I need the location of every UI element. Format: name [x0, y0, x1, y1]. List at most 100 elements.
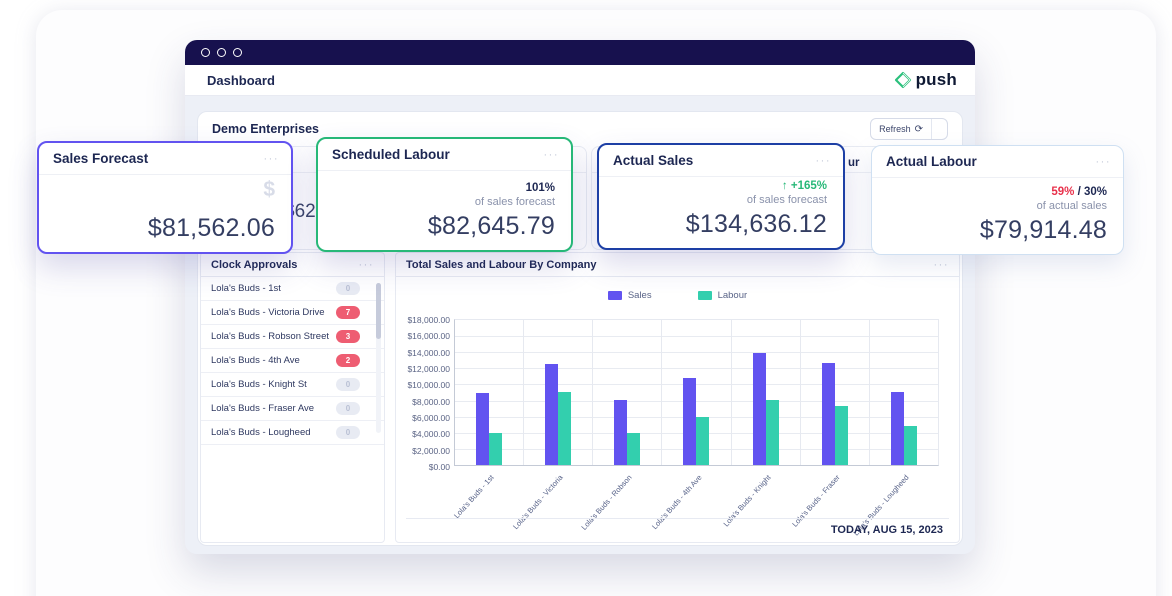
- dollar-icon: $: [263, 178, 275, 201]
- kpi-card-title: Actual Labour: [886, 154, 977, 169]
- kpi-value: $79,914.48: [979, 216, 1107, 244]
- x-axis-tick-label: Lola's Buds - Robson: [579, 473, 634, 532]
- kpi-value: $134,636.12: [685, 210, 827, 238]
- clock-approval-row[interactable]: Lola's Buds - Knight St 0: [201, 373, 384, 397]
- company-name: Demo Enterprises: [212, 122, 319, 136]
- kpi-card-header: Actual Labour ···: [872, 146, 1123, 178]
- location-label: Lola's Buds - 4th Ave: [211, 355, 300, 366]
- sales-bar: [890, 391, 904, 465]
- clock-approval-row[interactable]: Lola's Buds - 4th Ave 2: [201, 349, 384, 373]
- window-control-dot[interactable]: [233, 48, 242, 57]
- kpi-card-scheduled-labour: Scheduled Labour ··· 101% of sales forec…: [316, 137, 573, 252]
- y-axis-tick-label: $8,000.00: [412, 396, 450, 407]
- kpi-card-menu-icon[interactable]: ···: [815, 154, 831, 167]
- gridline: [455, 384, 938, 386]
- approval-count-badge: 0: [336, 378, 360, 391]
- kpi-card-sales-forecast: Sales Forecast ··· $ $81,562.06: [37, 141, 293, 254]
- gridline: [455, 352, 938, 354]
- refresh-button-main[interactable]: Refresh ⟳: [871, 119, 931, 139]
- sales-labour-chart-panel: Total Sales and Labour By Company ··· Sa…: [395, 252, 960, 543]
- bar-group: [870, 320, 938, 465]
- kpi-caption: of actual sales: [1036, 200, 1107, 212]
- clock-approvals-header: Clock Approvals ···: [201, 253, 384, 277]
- scrollbar-thumb[interactable]: [376, 283, 381, 339]
- y-axis-tick-label: $10,000.00: [407, 380, 450, 391]
- x-axis-tick-label: Lola's Buds - 4th Ave: [649, 473, 704, 532]
- bar-group: [524, 320, 594, 465]
- kpi-card-header: Actual Sales ···: [599, 145, 843, 177]
- kpi-stat: 59% / 30%: [1051, 186, 1107, 198]
- kpi-card-menu-icon[interactable]: ···: [543, 148, 559, 161]
- y-axis-tick-label: $14,000.00: [407, 347, 450, 358]
- push-wordmark: push: [915, 70, 957, 89]
- kpi-stat: 101%: [525, 182, 555, 194]
- dashboard-toolbar: Demo Enterprises Refresh ⟳: [198, 112, 962, 146]
- bar-group: [455, 320, 525, 465]
- up-arrow-icon: ↑: [781, 180, 788, 192]
- y-axis-tick-label: $12,000.00: [407, 364, 450, 374]
- approval-count-badge: 3: [336, 330, 360, 343]
- sales-bar: [476, 392, 490, 465]
- clock-approvals-list: Lola's Buds - 1st 0 Lola's Buds - Victoria…: [201, 277, 384, 445]
- refresh-icon: ⟳: [914, 123, 923, 135]
- location-label: Lola's Buds - Victoria Drive: [211, 307, 325, 318]
- kpi-card-title: Sales Forecast: [53, 151, 149, 166]
- push-logo: push: [894, 70, 957, 90]
- clock-approval-row[interactable]: Lola's Buds - Lougheed 0: [201, 421, 384, 445]
- chart-menu-icon[interactable]: ···: [933, 258, 949, 271]
- window-control-dot[interactable]: [201, 48, 210, 57]
- y-axis-tick-label: $4,000.00: [412, 429, 450, 440]
- kpi-card-menu-icon[interactable]: ···: [263, 152, 279, 165]
- gridline: [455, 368, 938, 370]
- legend-swatch: [697, 290, 712, 300]
- clock-approvals-scrollbar[interactable]: [376, 283, 381, 433]
- kpi-caption: of sales forecast: [746, 194, 827, 206]
- bar-group: [593, 320, 663, 465]
- window-control-dot[interactable]: [217, 48, 226, 57]
- clock-approvals-menu-icon[interactable]: ···: [358, 258, 374, 271]
- push-diamond-icon: [894, 71, 911, 89]
- refresh-button-dropdown[interactable]: [931, 119, 947, 139]
- location-label: Lola's Buds - Lougheed: [211, 427, 311, 438]
- labour-bar: [489, 432, 503, 465]
- page-title: Dashboard: [207, 72, 275, 88]
- kpi-card-title: Scheduled Labour: [332, 147, 450, 162]
- labour-bar: [834, 406, 848, 465]
- labour-bar: [558, 391, 572, 465]
- legend-label: Labour: [717, 289, 748, 301]
- sales-bar: [752, 353, 766, 465]
- chart-date-label: TODAY, AUG 15, 2023: [830, 524, 943, 536]
- kpi-card-menu-icon[interactable]: ···: [1095, 155, 1111, 168]
- y-axis-tick-label: $6,000.00: [412, 413, 450, 423]
- kpi-ghost-header: [783, 147, 950, 173]
- refresh-button[interactable]: Refresh ⟳: [870, 118, 948, 140]
- kpi-stat-value: +165%: [790, 180, 827, 192]
- x-axis-tick-label: Lola's Buds - Fraser: [790, 473, 842, 529]
- dashboard-panel: Demo Enterprises Refresh ⟳ $6: [197, 111, 963, 546]
- y-axis-tick-label: $2,000.00: [412, 445, 450, 456]
- approval-count-badge: 0: [336, 402, 360, 415]
- kpi-card-title: Actual Sales: [613, 153, 694, 168]
- sales-bar: [545, 363, 559, 465]
- clock-approval-row[interactable]: Lola's Buds - 1st 0: [201, 277, 384, 301]
- chart-legend: Sales Labour: [396, 285, 959, 305]
- app-header: Dashboard push: [185, 65, 975, 96]
- sales-bar: [821, 362, 835, 465]
- kpi-value: $82,645.79: [427, 212, 555, 240]
- labour-bar: [627, 432, 641, 465]
- bar-group: [801, 320, 870, 465]
- approval-count-badge: 0: [336, 282, 360, 295]
- kpi-card-actual-sales: Actual Sales ··· ↑ +165% of sales foreca…: [597, 143, 845, 250]
- kpi-value: $81,562.06: [147, 214, 275, 242]
- clock-approvals-panel: Clock Approvals ··· Lola's Buds - 1st 0 Lo…: [200, 252, 385, 543]
- sales-bar: [683, 378, 697, 465]
- clock-approval-row[interactable]: Lola's Buds - Robson Street 3: [201, 325, 384, 349]
- clock-approval-row[interactable]: Lola's Buds - Victoria Drive 7: [201, 301, 384, 325]
- chart-header: Total Sales and Labour By Company ···: [396, 253, 959, 277]
- window-titlebar: [185, 40, 975, 65]
- x-axis-tick-label: Lola's Buds - Knight: [721, 473, 773, 529]
- clock-approval-row[interactable]: Lola's Buds - Fraser Ave 0: [201, 397, 384, 421]
- kpi-ghost-header: [210, 147, 395, 173]
- x-axis-tick-label: Lola's Buds - 1st: [451, 473, 496, 521]
- approval-count-badge: 2: [336, 354, 360, 367]
